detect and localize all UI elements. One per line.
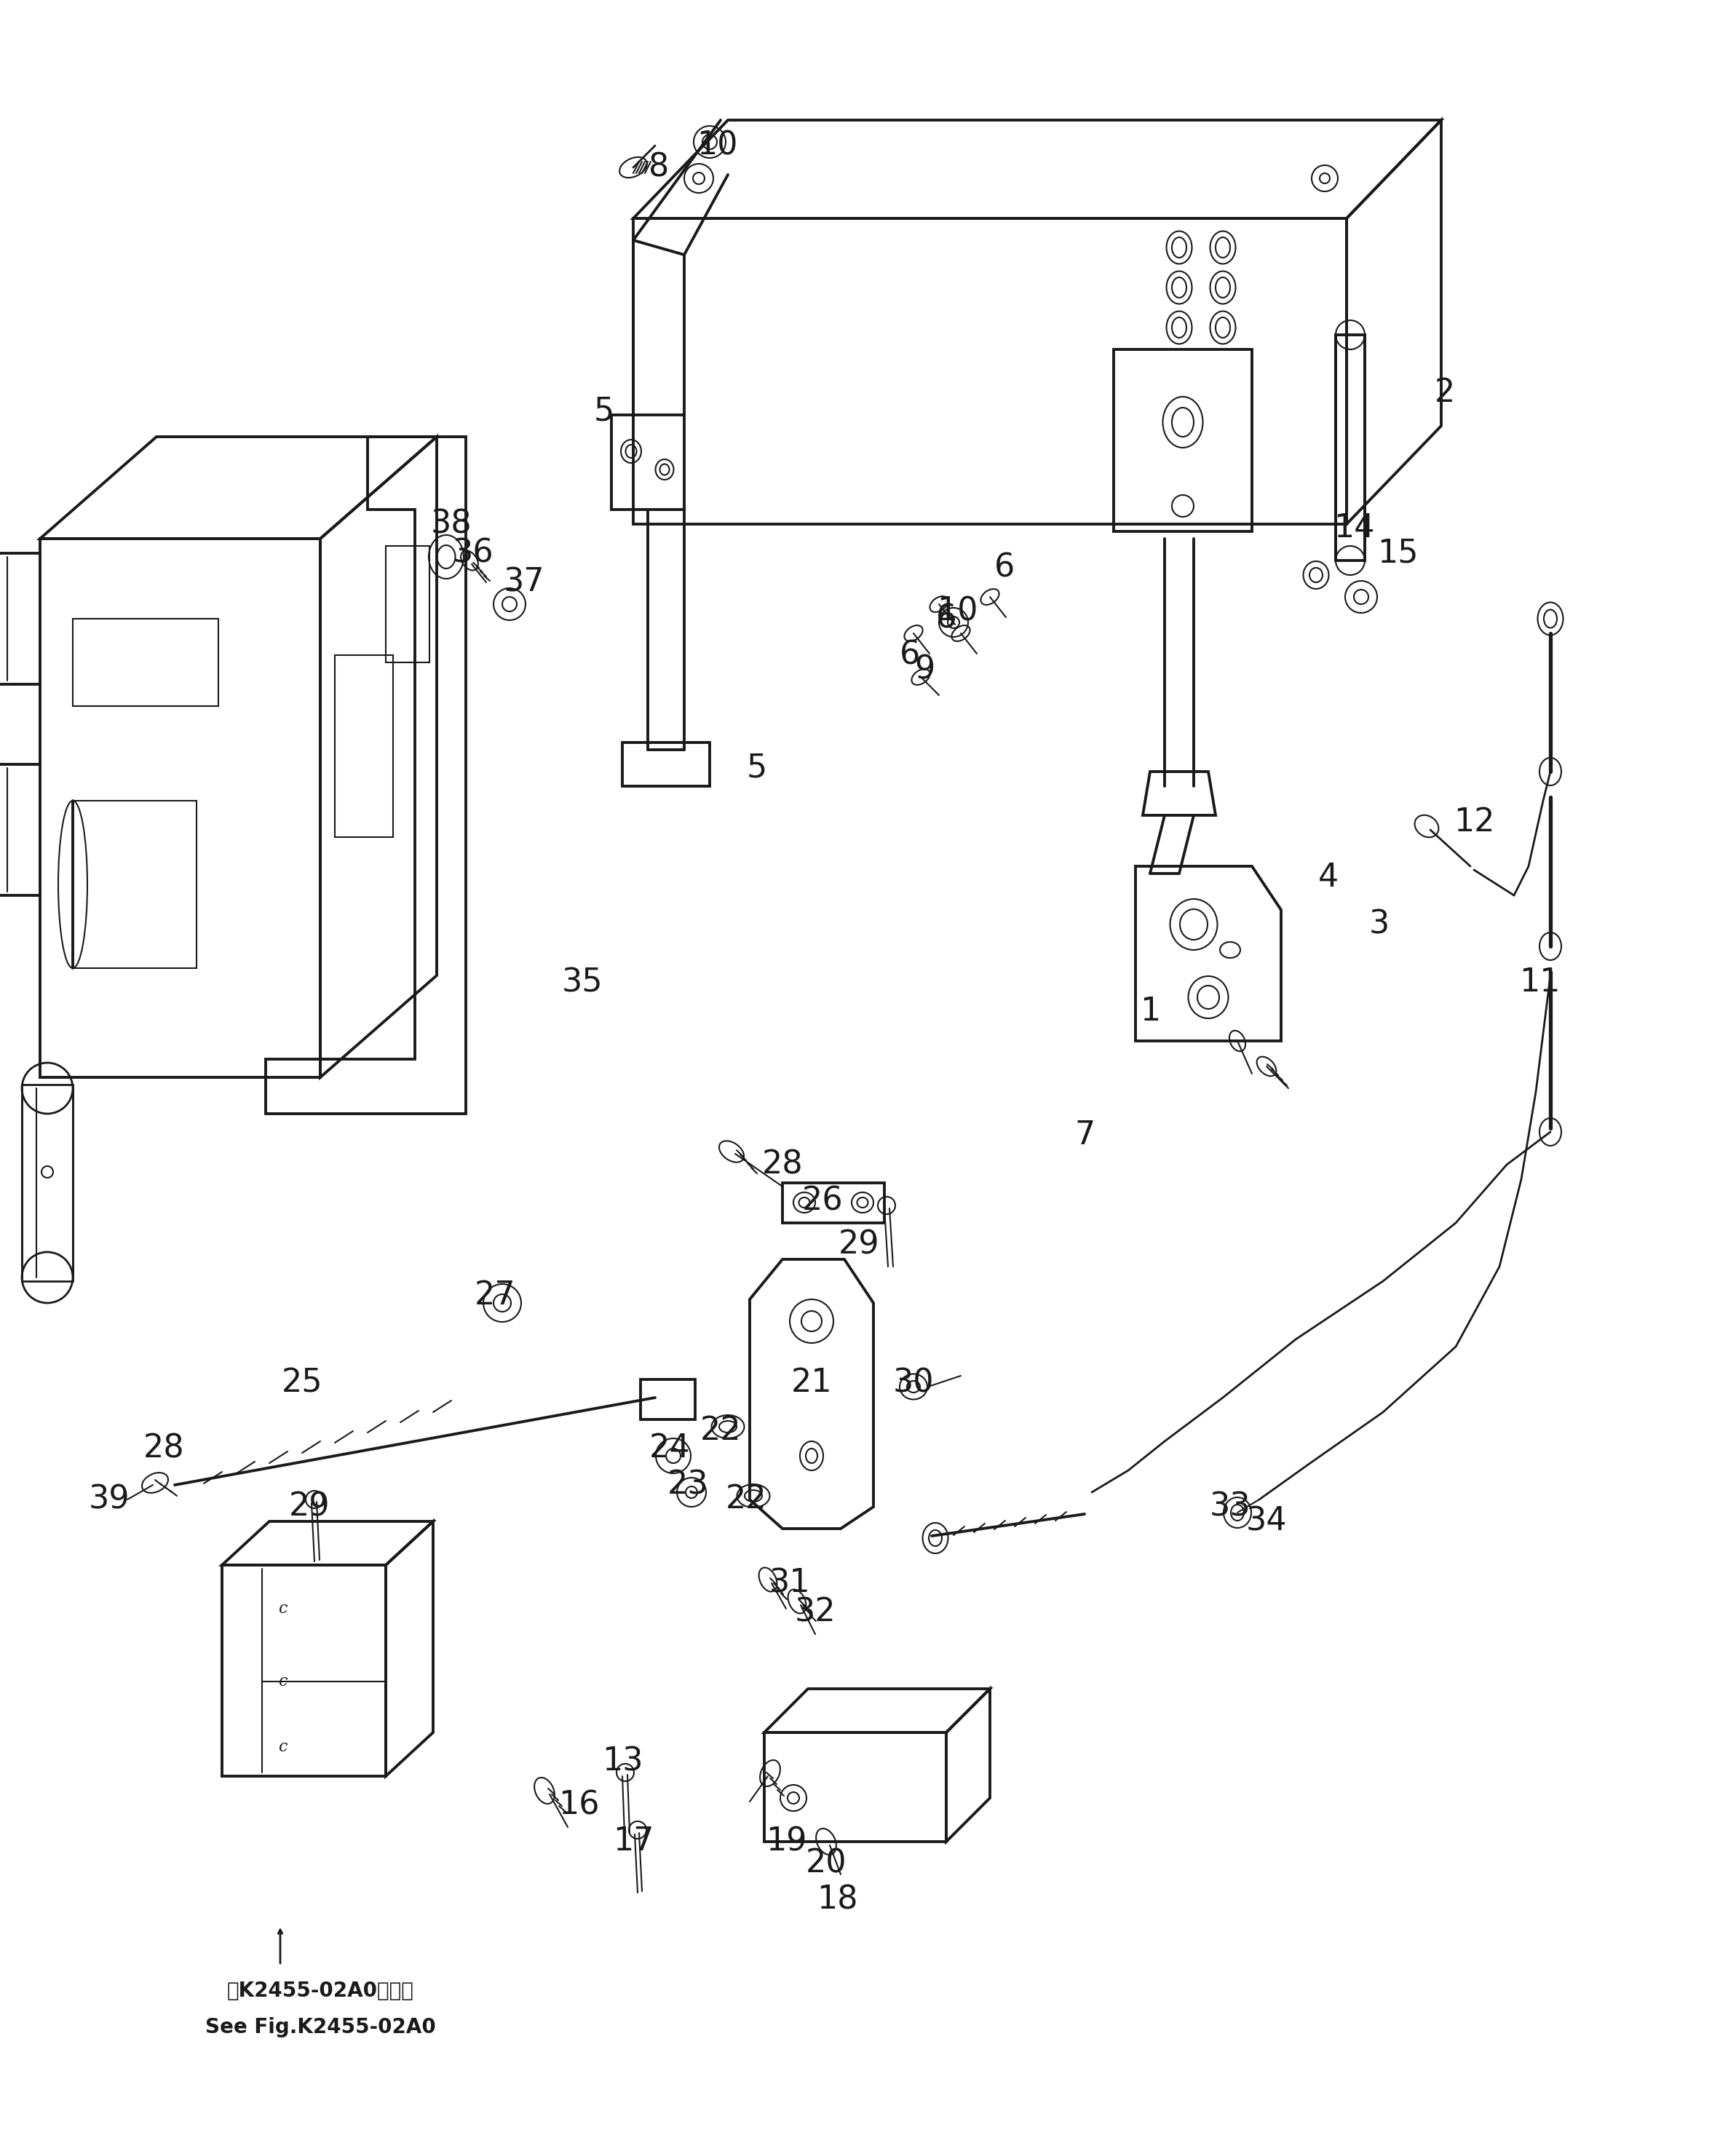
Text: 27: 27: [474, 1281, 516, 1311]
Text: 34: 34: [1246, 1505, 1286, 1537]
Bar: [73, 801, 196, 967]
Text: 35: 35: [562, 967, 602, 999]
Text: 第K2455-02A0図参照: 第K2455-02A0図参照: [227, 1981, 413, 2000]
Text: 37: 37: [503, 566, 545, 598]
Bar: [385, 547, 429, 662]
Text: 29: 29: [838, 1230, 880, 1260]
Text: c: c: [278, 1601, 286, 1616]
Text: 9: 9: [915, 653, 934, 685]
Text: 25: 25: [281, 1366, 323, 1398]
Text: 14: 14: [1333, 512, 1375, 544]
Text: 13: 13: [602, 1746, 642, 1776]
Text: c: c: [278, 1674, 286, 1689]
Text: 24: 24: [649, 1433, 691, 1465]
Text: 8: 8: [649, 152, 668, 184]
Bar: [73, 619, 219, 707]
Text: 6: 6: [995, 553, 1016, 583]
Text: 15: 15: [1377, 538, 1418, 568]
Text: 1: 1: [1141, 997, 1160, 1027]
Text: 2: 2: [1434, 378, 1455, 408]
Text: 22: 22: [726, 1484, 767, 1516]
Text: 4: 4: [1318, 863, 1338, 892]
Text: 17: 17: [613, 1825, 654, 1857]
Text: 19: 19: [766, 1825, 807, 1857]
Text: 26: 26: [802, 1185, 844, 1217]
Text: 10: 10: [937, 596, 977, 628]
Text: 33: 33: [1210, 1490, 1250, 1522]
Text: 5: 5: [746, 752, 767, 784]
Text: 5: 5: [594, 395, 615, 427]
Text: 21: 21: [792, 1366, 832, 1398]
Text: 7: 7: [1075, 1121, 1095, 1151]
Text: 18: 18: [816, 1885, 858, 1915]
Text: 6: 6: [936, 602, 957, 634]
Bar: [335, 655, 392, 837]
Text: 29: 29: [288, 1490, 330, 1522]
Text: c: c: [278, 1740, 286, 1755]
Text: 20: 20: [806, 1847, 847, 1879]
Text: 28: 28: [762, 1149, 804, 1181]
Text: 16: 16: [557, 1789, 599, 1821]
Text: 38: 38: [431, 508, 472, 540]
Text: 11: 11: [1519, 967, 1561, 999]
Text: 10: 10: [696, 130, 738, 162]
Text: 32: 32: [795, 1597, 835, 1629]
Text: 36: 36: [453, 538, 493, 568]
Text: 12: 12: [1453, 807, 1495, 839]
Text: 39: 39: [89, 1484, 130, 1516]
Text: 3: 3: [1370, 910, 1389, 939]
Text: See Fig.K2455-02A0: See Fig.K2455-02A0: [205, 2018, 436, 2037]
Text: 22: 22: [700, 1416, 741, 1445]
Text: 28: 28: [142, 1433, 184, 1465]
Text: 30: 30: [892, 1366, 934, 1398]
Text: 31: 31: [769, 1567, 811, 1599]
Text: 23: 23: [667, 1469, 708, 1501]
Text: 6: 6: [899, 640, 920, 670]
